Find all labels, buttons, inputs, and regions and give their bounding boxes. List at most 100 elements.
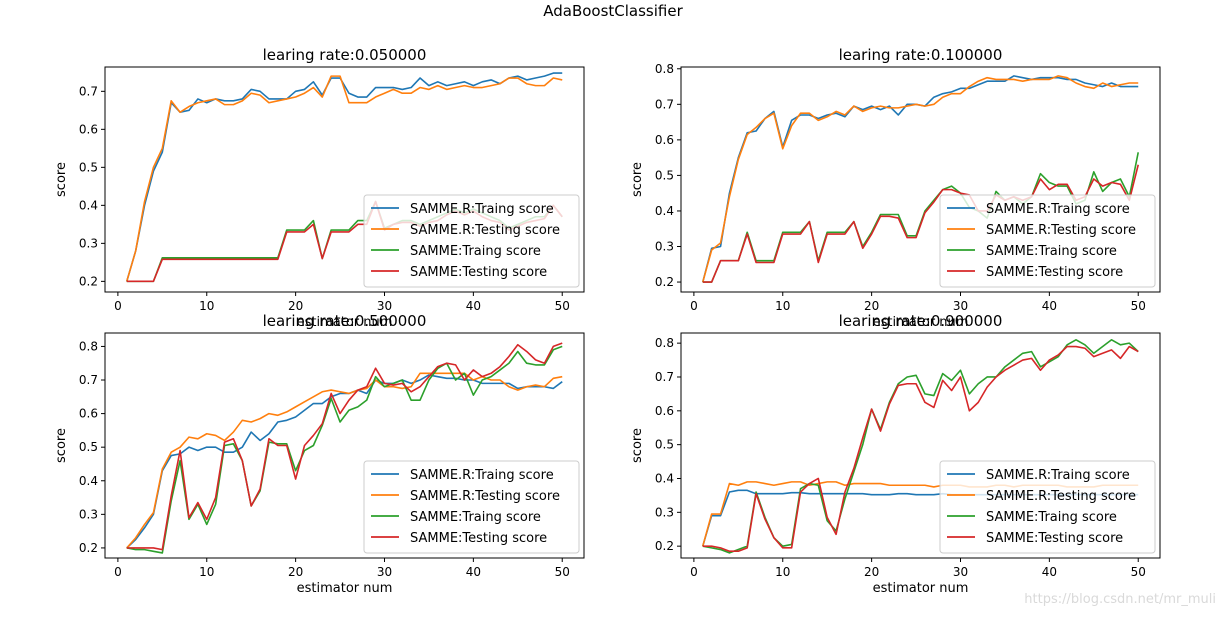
legend-label: SAMME.R:Traing score [986, 468, 1130, 483]
plot-frame [104, 66, 585, 293]
subplot-title: learing rate:0.900000 [839, 312, 1003, 330]
y-tick-label: 0.6 [79, 122, 98, 136]
y-tick-label: 0.4 [655, 471, 674, 485]
x-tick-label: 20 [288, 565, 303, 579]
x-tick-label: 20 [864, 299, 879, 313]
y-axis-label: score [630, 428, 645, 463]
y-tick-label: 0.6 [655, 133, 674, 147]
x-tick-label: 50 [555, 565, 570, 579]
y-axis-label: score [630, 162, 645, 197]
y-tick-label: 0.5 [79, 440, 98, 454]
y-tick-label: 0.5 [655, 438, 674, 452]
series-line-2 [126, 75, 563, 282]
x-tick-label: 40 [1042, 299, 1057, 313]
y-tick-label: 0.3 [655, 505, 674, 519]
y-tick-label: 0.3 [655, 240, 674, 254]
series-line-2 [126, 372, 563, 549]
subplot-1: learing rate:0.050000 0 10 20 30 40 50 0.2 0.3 0.… [54, 46, 585, 330]
series-line-2 [701, 75, 1139, 283]
legend-label: SAMME.R:Testing score [410, 489, 560, 504]
legend-label: SAMME.R:Traing score [986, 202, 1130, 217]
watermark: https://blog.csdn.net/mr_muli [1024, 592, 1216, 607]
legend: SAMME.R:Traing score SAMME.R:Testing scor… [363, 460, 580, 554]
y-tick-label: 0.5 [79, 160, 98, 174]
x-tick-label: 40 [1042, 565, 1057, 579]
subplot-title: learing rate:0.050000 [263, 46, 427, 64]
series-line-1 [126, 374, 563, 549]
x-tick-label: 10 [199, 299, 214, 313]
subplot-title: learing rate:0.500000 [263, 312, 427, 330]
series-line-1 [126, 72, 563, 282]
y-tick-label: 0.2 [79, 274, 98, 288]
x-tick-label: 20 [864, 565, 879, 579]
plot-frame [680, 66, 1161, 293]
x-tick-label: 30 [953, 565, 968, 579]
y-tick-label: 0.4 [79, 198, 98, 212]
legend: SAMME.R:Traing score SAMME.R:Testing scor… [363, 194, 580, 288]
x-tick-label: 20 [288, 299, 303, 313]
y-tick-label: 0.2 [655, 275, 674, 289]
x-axis-label: estimator num [873, 581, 969, 596]
x-tick-label: 10 [199, 565, 214, 579]
x-tick-label: 0 [114, 299, 122, 313]
x-tick-label: 50 [555, 299, 570, 313]
plot-frame [680, 332, 1161, 559]
y-axis-label: score [54, 428, 69, 463]
legend-label: SAMME.R:Traing score [410, 468, 554, 483]
legend-label: SAMME:Traing score [986, 510, 1117, 525]
x-tick-label: 50 [1131, 565, 1146, 579]
legend-box [363, 194, 580, 288]
legend-label: SAMME:Testing score [410, 531, 547, 546]
subplot-title: learing rate:0.100000 [839, 46, 1003, 64]
legend-label: SAMME:Testing score [410, 265, 547, 280]
x-tick-label: 50 [1131, 299, 1146, 313]
y-tick-label: 0.7 [79, 84, 98, 98]
y-tick-label: 0.8 [655, 62, 674, 76]
x-tick-label: 40 [466, 299, 481, 313]
y-tick-label: 0.4 [79, 474, 98, 488]
y-tick-label: 0.7 [79, 373, 98, 387]
legend-label: SAMME.R:Traing score [410, 202, 554, 217]
legend-label: SAMME:Testing score [986, 265, 1123, 280]
y-tick-label: 0.7 [655, 370, 674, 384]
legend-label: SAMME:Traing score [410, 244, 541, 259]
subplot-4: learing rate:0.900000 0 10 20 30 40 50 0.2 0.3 0.… [630, 312, 1161, 596]
x-axis-label: estimator num [297, 315, 393, 330]
series-line-4 [702, 164, 1140, 283]
x-tick-label: 0 [690, 299, 698, 313]
legend-label: SAMME.R:Testing score [410, 223, 560, 238]
x-axis-label: estimator num [297, 581, 393, 596]
legend-label: SAMME.R:Testing score [986, 489, 1136, 504]
legend-label: SAMME:Testing score [986, 531, 1123, 546]
series-line-4 [126, 342, 563, 551]
legend: SAMME.R:Traing score SAMME.R:Testing scor… [939, 194, 1156, 288]
figure-title: AdaBoostClassifier [543, 2, 683, 20]
y-tick-label: 0.6 [79, 407, 98, 421]
y-axis-label: score [54, 162, 69, 197]
x-tick-label: 10 [775, 565, 790, 579]
legend-box [363, 460, 580, 554]
y-tick-label: 0.8 [79, 339, 98, 353]
x-tick-label: 30 [377, 299, 392, 313]
plot-frame [104, 332, 585, 559]
legend-label: SAMME.R:Testing score [986, 223, 1136, 238]
legend-box [939, 460, 1156, 554]
y-tick-label: 0.3 [79, 507, 98, 521]
x-tick-label: 0 [690, 565, 698, 579]
x-tick-label: 40 [466, 565, 481, 579]
legend-box [939, 194, 1156, 288]
y-tick-label: 0.2 [79, 541, 98, 555]
y-tick-label: 0.4 [655, 204, 674, 218]
x-axis-label: estimator num [873, 315, 969, 330]
legend: SAMME.R:Traing score SAMME.R:Testing scor… [939, 460, 1156, 554]
y-tick-label: 0.3 [79, 236, 98, 250]
legend-label: SAMME:Traing score [410, 510, 541, 525]
series-line-4 [702, 345, 1139, 553]
x-tick-label: 10 [775, 299, 790, 313]
y-tick-label: 0.5 [655, 168, 674, 182]
x-tick-label: 30 [953, 299, 968, 313]
y-tick-label: 0.2 [655, 539, 674, 553]
y-tick-label: 0.8 [655, 336, 674, 350]
subplot-2: learing rate:0.100000 0 10 20 30 40 50 0.2 0.3 0.… [630, 46, 1161, 330]
